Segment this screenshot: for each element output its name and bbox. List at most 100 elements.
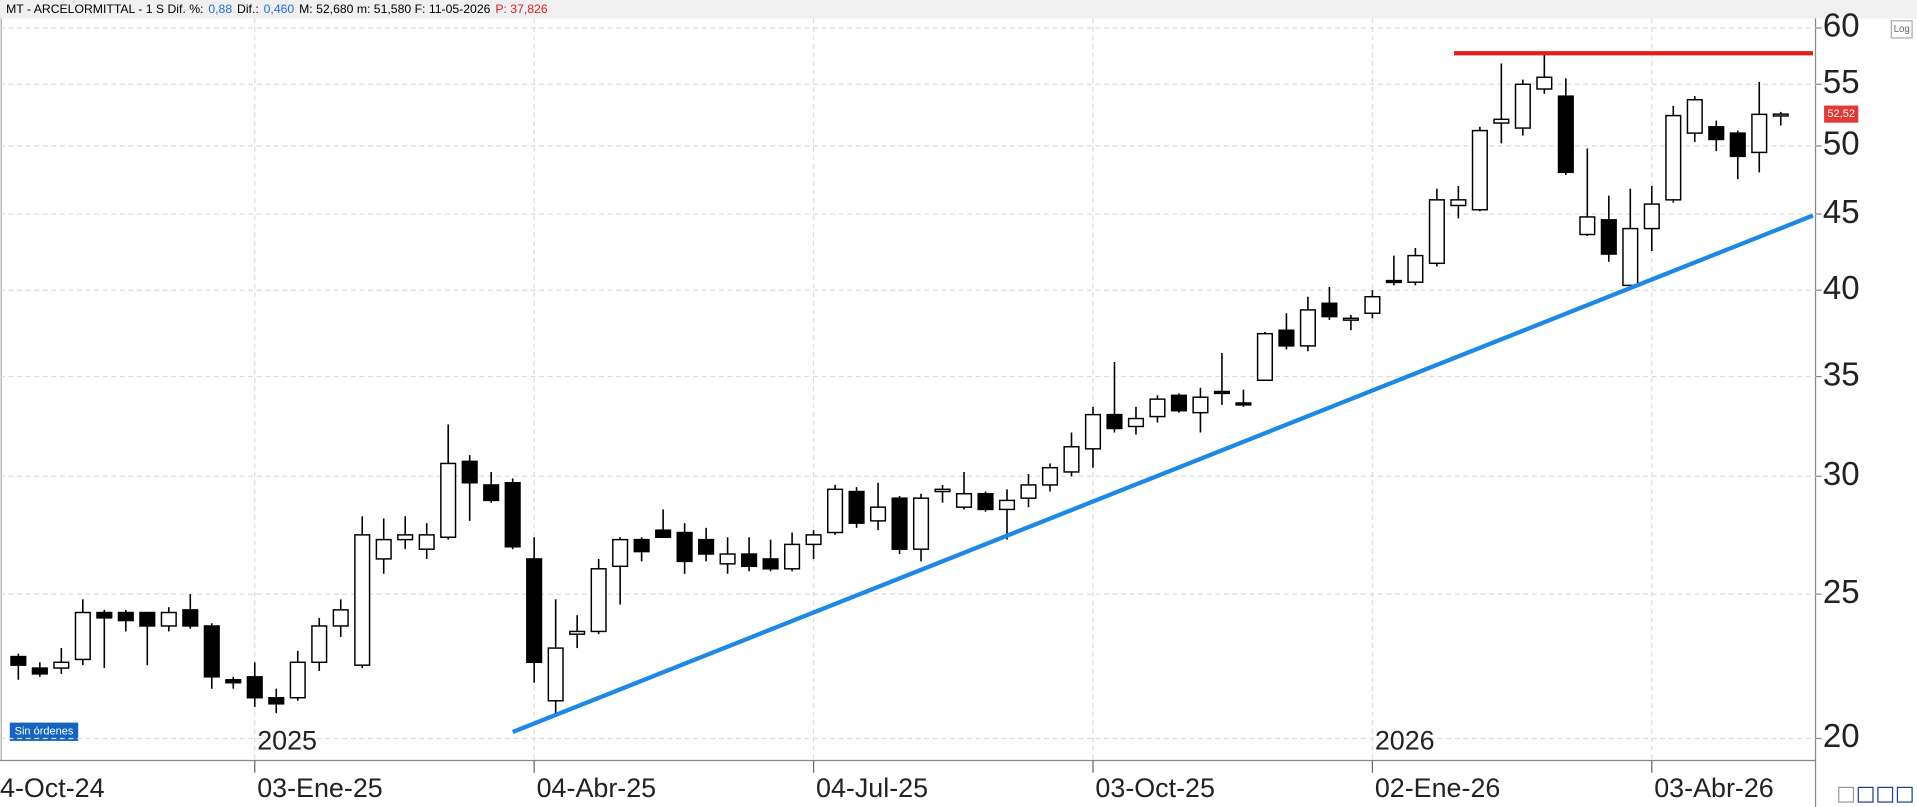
candle-body bbox=[1600, 219, 1617, 255]
candle-body bbox=[1149, 398, 1166, 418]
log-button-label[interactable]: Log bbox=[1894, 24, 1910, 35]
candle-body bbox=[1342, 317, 1359, 321]
candle-body bbox=[1450, 199, 1467, 207]
candle-body bbox=[74, 611, 91, 661]
candle-body bbox=[1772, 113, 1789, 117]
candle-body bbox=[31, 667, 48, 675]
candle-body bbox=[1622, 227, 1639, 287]
header: MT - ARCELORMITTAL - 1 S Dif. %: 0,88 Dif.… bbox=[6, 2, 548, 16]
candle-body bbox=[655, 529, 672, 538]
candle-body bbox=[1536, 76, 1553, 90]
candle-body bbox=[1665, 114, 1682, 201]
y-tick-label: 25 bbox=[1823, 573, 1860, 610]
candle-body bbox=[955, 493, 973, 508]
candle-body bbox=[1493, 118, 1510, 124]
candle-body bbox=[160, 611, 177, 627]
y-tick-label: 60 bbox=[1823, 7, 1860, 44]
candle-body bbox=[1751, 113, 1768, 154]
candle-body bbox=[698, 538, 715, 555]
header-segment: P: 37,826 bbox=[495, 2, 548, 16]
candle-body bbox=[483, 484, 500, 502]
candle-body bbox=[418, 534, 435, 550]
candle-body bbox=[547, 647, 564, 702]
candle-body bbox=[1170, 394, 1188, 412]
candle-body bbox=[117, 611, 134, 622]
candle-body bbox=[203, 625, 220, 678]
candle-body bbox=[289, 661, 306, 699]
candle-body bbox=[1063, 446, 1080, 473]
candle-body bbox=[1020, 484, 1037, 499]
icon[interactable] bbox=[1857, 786, 1874, 803]
y-tick-label: 45 bbox=[1823, 193, 1860, 230]
x-tick-label: 04-Jul-25 bbox=[816, 773, 928, 803]
candle-body bbox=[526, 558, 543, 664]
candle-body bbox=[590, 568, 607, 633]
candle-body bbox=[805, 534, 822, 546]
y-tick-label: 55 bbox=[1823, 63, 1860, 100]
header-bar bbox=[0, 0, 1917, 19]
x-tick-label: 03-Abr-26 bbox=[1654, 773, 1774, 803]
candle-body bbox=[225, 679, 242, 684]
candle-body bbox=[1299, 309, 1316, 347]
candle-body bbox=[1278, 329, 1295, 347]
year-label: 2026 bbox=[1375, 725, 1435, 755]
candle-body bbox=[1708, 126, 1725, 141]
candle-body bbox=[891, 497, 908, 550]
candle-body bbox=[332, 609, 349, 627]
x-tick-label: 03-Ene-25 bbox=[257, 773, 383, 803]
y-tick-label: 50 bbox=[1823, 125, 1860, 162]
icon[interactable] bbox=[1838, 786, 1855, 803]
candle-body bbox=[268, 697, 285, 705]
x-tick-label: 03-Oct-25 bbox=[1095, 773, 1215, 803]
candle-body bbox=[934, 488, 951, 493]
icon[interactable] bbox=[1896, 786, 1913, 803]
y-tick-label: 40 bbox=[1823, 269, 1860, 306]
candle-body bbox=[676, 531, 693, 563]
x-tick-label: 04-Abr-25 bbox=[537, 773, 657, 803]
candle-body bbox=[311, 625, 328, 664]
candle-body bbox=[1428, 199, 1445, 265]
candle-body bbox=[784, 543, 801, 570]
trendline bbox=[511, 213, 1814, 735]
candle-body bbox=[53, 661, 70, 669]
log-button[interactable] bbox=[1890, 20, 1913, 39]
header-segment: 0,88 bbox=[208, 2, 232, 16]
candle-body bbox=[1256, 332, 1273, 382]
toolbar-icons bbox=[1838, 786, 1913, 803]
candle-body bbox=[1084, 413, 1102, 450]
candle-body bbox=[1407, 254, 1424, 283]
candle-body bbox=[1213, 390, 1231, 395]
candle-body bbox=[440, 462, 457, 538]
candle-body bbox=[1729, 132, 1746, 158]
candle-body bbox=[1321, 302, 1338, 318]
candle-body bbox=[848, 490, 865, 524]
candle-body bbox=[182, 609, 199, 627]
candle-body bbox=[1579, 216, 1596, 236]
candle-body bbox=[1106, 413, 1123, 430]
candle-body bbox=[633, 538, 650, 553]
candle-body bbox=[139, 611, 156, 627]
candle-body bbox=[1041, 466, 1059, 486]
candle-body bbox=[1514, 83, 1531, 129]
candle-body bbox=[998, 499, 1016, 511]
candle-body bbox=[719, 553, 736, 565]
header-segment: MT - ARCELORMITTAL - 1 S Dif. %: bbox=[6, 2, 203, 16]
candle-body bbox=[375, 538, 392, 560]
candle-body bbox=[397, 534, 414, 541]
candle-body bbox=[826, 488, 844, 534]
candle-body bbox=[1643, 203, 1660, 230]
candle-body bbox=[1471, 129, 1488, 211]
header-segment: 0,460 bbox=[264, 2, 295, 16]
candle-body bbox=[354, 534, 371, 666]
y-tick-label: 20 bbox=[1823, 717, 1860, 754]
candle-body bbox=[461, 460, 478, 484]
candle-body bbox=[1364, 295, 1381, 314]
icon[interactable] bbox=[1877, 786, 1894, 803]
price-tag bbox=[1824, 105, 1859, 123]
candle-body bbox=[1686, 99, 1703, 134]
year-label: 2025 bbox=[257, 725, 317, 755]
status-badge bbox=[9, 722, 79, 741]
candle-body bbox=[1127, 417, 1145, 428]
